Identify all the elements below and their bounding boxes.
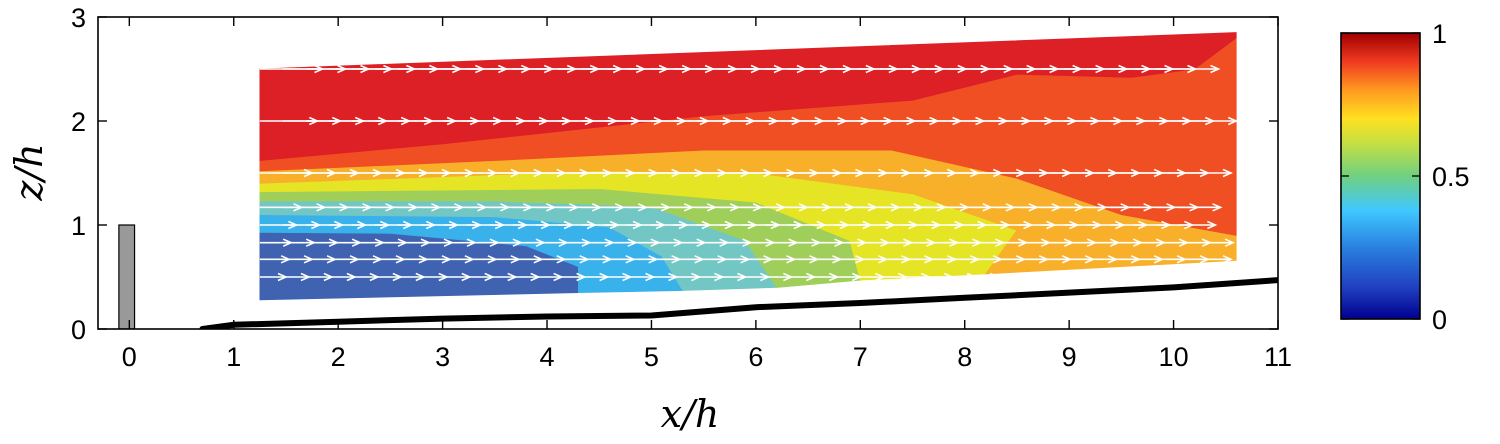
y-tick-label: 2 [71,107,86,137]
vector-arrowhead [1207,220,1218,230]
y-tick-label: 1 [71,211,86,241]
colorbar-ticks: 00.51 [1341,19,1470,335]
x-tick-label: 3 [435,342,450,372]
plot-frame [97,16,1279,330]
colorbar-tick-label: 0 [1432,305,1447,335]
x-axis: 0 1 2 3 4 5 6 7 8 9 10 11 [122,17,1292,372]
vector-row-4 [259,220,1218,230]
obstacle-block [118,224,136,329]
vector-arrowhead [1222,168,1234,178]
vector-arrowhead [1212,203,1223,212]
colorbar: 00.51 [1340,19,1470,335]
x-tick-label: 4 [540,342,555,372]
plot-area [118,32,1278,329]
vector-arrowhead [1224,238,1236,247]
colorbar-bar [1340,32,1421,320]
vector-arrowhead [1210,64,1221,74]
x-axis-label: x/h [661,392,720,436]
vector-row-1 [259,272,1230,282]
y-axis-label: z/h [7,143,51,201]
velocity-vectors [259,64,1239,282]
vector-row-7 [259,116,1239,126]
ground-profile-line [199,277,1278,329]
vector-row-3 [259,238,1236,247]
vector-row-8 [259,64,1221,74]
contour-fills [259,32,1237,301]
x-tick-label: 2 [331,342,346,372]
x-tick-label: 10 [1159,342,1189,372]
vector-row-2 [259,255,1234,264]
colorbar-tick-label: 1 [1432,19,1447,49]
x-tick-label: 6 [748,342,763,372]
x-tick-label: 1 [226,342,241,372]
y-tick-label: 0 [71,315,86,345]
x-tick-label: 0 [122,342,137,372]
y-axis: 0 1 2 3 [71,3,1278,345]
colorbar-tick-label: 0.5 [1432,162,1470,192]
y-tick-label: 3 [71,3,86,33]
vector-row-5 [259,203,1223,212]
x-tick-label: 7 [853,342,868,372]
vector-arrowhead [1219,272,1230,282]
vector-arrowhead [1222,255,1234,264]
vector-row-6 [259,168,1234,178]
x-tick-label: 9 [1062,342,1077,372]
contour-band-0-9 [259,32,1237,161]
vector-arrowhead [1227,116,1239,126]
x-tick-label: 8 [957,342,972,372]
x-tick-label: 11 [1264,342,1292,372]
x-tick-label: 5 [644,342,659,372]
